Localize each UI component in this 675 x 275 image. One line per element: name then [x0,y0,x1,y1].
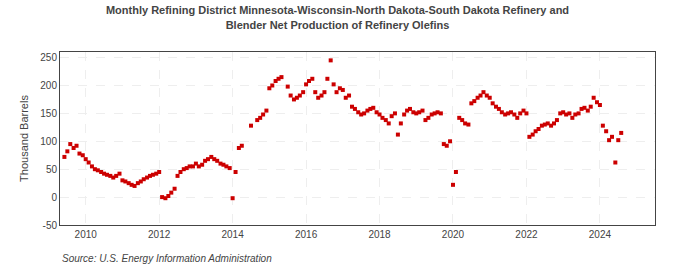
svg-text:200: 200 [40,80,57,91]
svg-text:150: 150 [40,108,57,119]
svg-text:50: 50 [46,164,58,175]
svg-text:Thousand Barrels: Thousand Barrels [18,95,30,182]
svg-text:2012: 2012 [148,229,171,240]
svg-text:2024: 2024 [589,229,612,240]
svg-text:2020: 2020 [442,229,465,240]
svg-text:2016: 2016 [295,229,318,240]
svg-text:-50: -50 [43,220,58,231]
svg-text:250: 250 [40,52,57,63]
svg-text:Monthly Refining District Minn: Monthly Refining District Minnesota-Wisc… [106,4,569,30]
svg-text:2014: 2014 [221,229,244,240]
svg-text:2022: 2022 [515,229,538,240]
svg-text:0: 0 [51,192,57,203]
svg-text:2010: 2010 [75,229,98,240]
svg-text:Source: U.S. Energy Informatio: Source: U.S. Energy Information Administ… [62,253,272,264]
svg-text:100: 100 [40,136,57,147]
svg-text:2018: 2018 [368,229,391,240]
